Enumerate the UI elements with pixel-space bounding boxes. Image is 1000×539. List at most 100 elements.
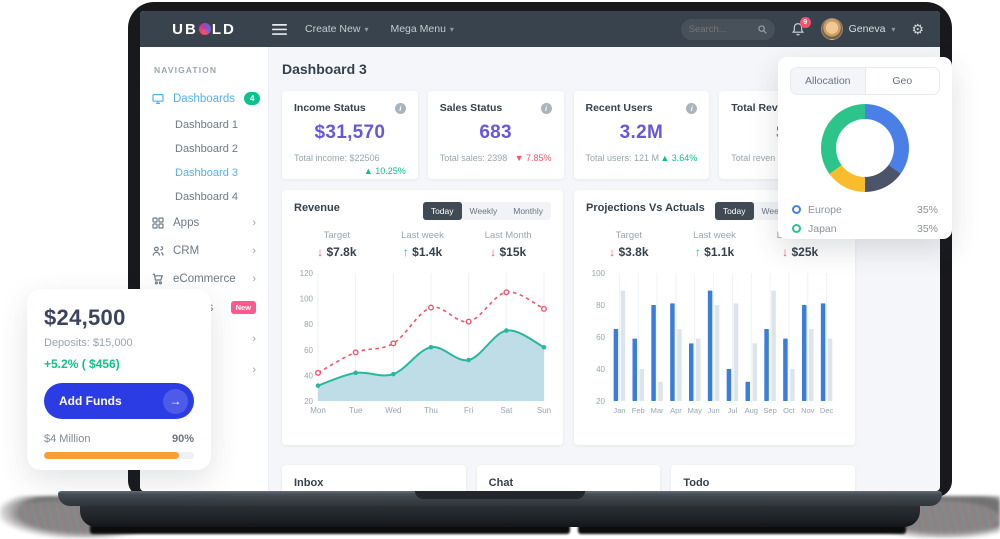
- menu-toggle-icon[interactable]: [272, 23, 287, 35]
- svg-text:Sun: Sun: [537, 406, 551, 415]
- revenue-stat-lastmonth: Last Month ↓ $15k: [465, 230, 551, 259]
- chat-card: Chat: [476, 465, 661, 491]
- svg-text:Aug: Aug: [745, 406, 758, 415]
- settings-gear-icon[interactable]: ⚙: [911, 21, 924, 37]
- sidebar-item-hidden-2[interactable]: ›: [140, 353, 268, 384]
- svg-text:Nov: Nov: [801, 406, 815, 415]
- svg-text:Jan: Jan: [613, 406, 625, 415]
- tab-geo[interactable]: Geo: [864, 68, 940, 94]
- svg-text:80: 80: [596, 301, 605, 310]
- sidebar-item-apps[interactable]: Apps ›: [140, 209, 268, 237]
- revenue-period-buttons: Today Weekly Monthly: [422, 202, 551, 220]
- topbar-right: 9 Geneva ▾ ⚙: [680, 16, 940, 40]
- svg-text:Oct: Oct: [783, 406, 796, 415]
- svg-text:Mon: Mon: [310, 406, 326, 415]
- pstat-value: $7.8k: [326, 245, 357, 259]
- arrow-up-icon: ↑: [694, 245, 701, 259]
- search-input[interactable]: [688, 23, 758, 35]
- user-menu[interactable]: Geneva ▾: [820, 18, 896, 40]
- laptop-base-body: [80, 505, 920, 527]
- nav-mega-menu[interactable]: Mega Menu ▾: [390, 23, 453, 35]
- button-today[interactable]: Today: [422, 202, 462, 220]
- sidebar-item-ecommerce[interactable]: eCommerce ›: [140, 265, 268, 293]
- app-logo[interactable]: UB LD: [140, 21, 268, 38]
- pstat-value: $25k: [791, 245, 819, 259]
- legend-label: Europe: [808, 203, 842, 216]
- button-today[interactable]: Today: [714, 202, 754, 220]
- pstat-value: $15k: [499, 245, 527, 259]
- chevron-down-icon: ▾: [891, 24, 896, 34]
- sidebar-item-label: Dashboards: [173, 92, 236, 105]
- svg-text:60: 60: [304, 346, 313, 355]
- goal-label: $4 Million: [44, 433, 91, 445]
- legend-value: 35%: [916, 222, 938, 235]
- chevron-down-icon: ▾: [364, 24, 369, 34]
- goal-percent: 90%: [171, 433, 194, 445]
- monitor-icon: [152, 93, 164, 104]
- svg-text:20: 20: [596, 397, 605, 406]
- bottom-card-row: Inbox Chat Todo: [282, 465, 856, 491]
- chevron-right-icon: ›: [252, 216, 256, 229]
- svg-text:Fri: Fri: [464, 406, 474, 415]
- add-funds-button[interactable]: Add Funds →: [44, 383, 194, 419]
- sidebar-item-dashboard-4[interactable]: Dashboard 4: [175, 191, 238, 203]
- pstat-value: $3.8k: [618, 245, 649, 259]
- chevron-right-icon: ›: [252, 333, 256, 345]
- revenue-line-chart: 20 40 60 80 100 120 Mon Tue Wed Thu Fri Sat Sun: [300, 269, 551, 415]
- svg-text:Sep: Sep: [763, 406, 776, 415]
- card-title: Todo: [683, 477, 710, 489]
- avatar: [820, 18, 843, 40]
- logo-text-right: LD: [211, 20, 236, 38]
- pstat-value: $1.1k: [704, 245, 735, 259]
- svg-text:Feb: Feb: [632, 406, 645, 415]
- stat-card-sales: Sales Status i 683 Total sales: 2398 ▼ 7…: [427, 91, 564, 179]
- button-weekly[interactable]: Weekly: [469, 206, 498, 216]
- panel-title: Revenue: [294, 202, 340, 214]
- stat-trend: ▲ 3.64%: [660, 153, 698, 163]
- allocation-donut-chart: [821, 104, 909, 192]
- projections-stat-target: Target ↓ $3.8k: [586, 230, 672, 259]
- arrow-down-icon: ↓: [609, 245, 616, 259]
- svg-text:100: 100: [300, 295, 314, 304]
- sidebar-item-dashboard-1[interactable]: Dashboard 1: [175, 119, 238, 131]
- sidebar-item-dashboard-2[interactable]: Dashboard 2: [175, 143, 238, 155]
- info-icon[interactable]: i: [686, 102, 698, 114]
- stat-subtitle: Total users: 121 M: [585, 153, 660, 163]
- sidebar-item-crm[interactable]: CRM ›: [140, 237, 268, 265]
- stat-title: Income Status: [294, 102, 366, 114]
- pstat-label: Last week: [401, 230, 444, 241]
- arrow-down-icon: ↓: [782, 245, 789, 259]
- arrow-down-icon: ↓: [317, 245, 324, 259]
- svg-text:Apr: Apr: [670, 406, 682, 415]
- topbar: UB LD Create New ▾ Mega Menu ▾: [140, 11, 940, 47]
- apps-grid-icon: [152, 217, 164, 229]
- info-icon[interactable]: i: [540, 102, 552, 114]
- chevron-right-icon: ›: [252, 364, 256, 376]
- legend-item-japan: Japan 35%: [790, 219, 940, 238]
- svg-text:Tue: Tue: [349, 406, 363, 415]
- logo-text-left: UB: [172, 20, 198, 38]
- chevron-right-icon: ›: [252, 244, 256, 257]
- nav-create-new[interactable]: Create New ▾: [305, 23, 368, 35]
- pstat-label: Target: [323, 230, 351, 241]
- nav-create-new-label: Create New: [305, 23, 361, 35]
- notifications-button[interactable]: 9: [791, 16, 811, 37]
- sidebar-item-dashboards[interactable]: Dashboards 4: [140, 84, 268, 113]
- info-icon[interactable]: i: [394, 102, 406, 114]
- svg-text:Jul: Jul: [728, 406, 738, 415]
- tab-allocation[interactable]: Allocation: [791, 68, 865, 94]
- svg-text:Jun: Jun: [708, 406, 720, 415]
- button-monthly[interactable]: Monthly: [513, 206, 543, 216]
- sidebar-item-hidden-1[interactable]: ›: [140, 322, 268, 353]
- stat-value: $31,570: [314, 122, 386, 143]
- stat-title: Sales Status: [439, 102, 503, 114]
- legend-ring-icon: [792, 205, 801, 214]
- pstat-label: Last Month: [484, 230, 532, 241]
- button-weekly[interactable]: Weekly: [761, 206, 790, 216]
- sidebar-item-dashboard-3[interactable]: Dashboard 3: [175, 167, 238, 179]
- panel-title: Projections Vs Actuals: [586, 202, 705, 214]
- svg-text:100: 100: [592, 269, 606, 278]
- donut-hole: [836, 119, 894, 177]
- legend-value: 35%: [916, 203, 938, 216]
